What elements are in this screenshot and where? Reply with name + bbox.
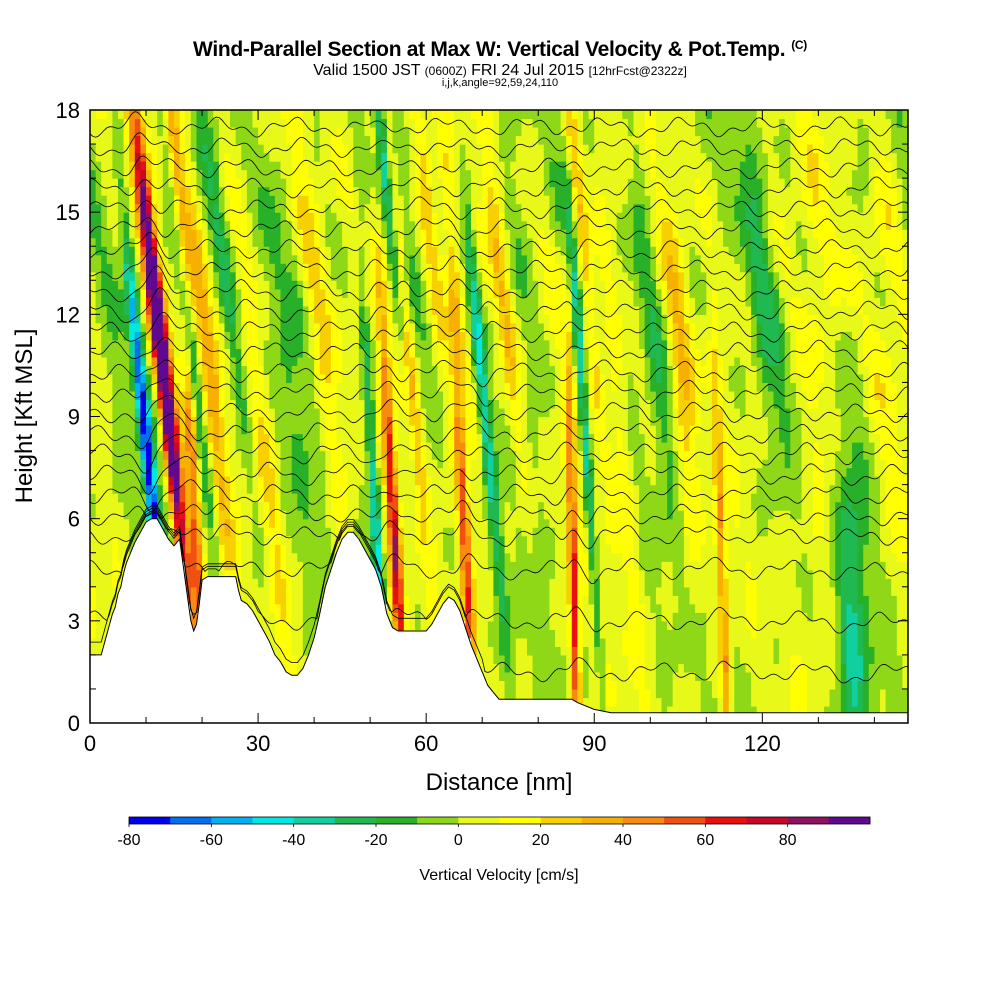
x-tick-label: 120 (744, 731, 781, 756)
x-axis-label: Distance [nm] (426, 769, 573, 796)
colorbar-swatch (376, 817, 418, 824)
valid-utc: (0600Z) (424, 64, 467, 78)
valid-date: FRI 24 Jul 2015 (471, 62, 585, 79)
colorbar-swatch (499, 817, 541, 824)
colorbar-swatch (787, 817, 830, 824)
x-tick-label: 0 (84, 731, 96, 756)
colorbar-swatch (623, 817, 665, 824)
colorbar-label: Vertical Velocity [cm/s] (419, 867, 578, 884)
colorbar-tick-label: 0 (454, 832, 463, 849)
y-tick-label: 18 (56, 98, 80, 123)
y-tick-label: 6 (68, 507, 80, 532)
y-tick-label: 12 (56, 302, 80, 327)
chart-title: Wind-Parallel Section at Max W: Vertical… (0, 38, 1000, 62)
colorbar-swatch (293, 817, 336, 824)
colorbar-tick-label: -40 (282, 832, 305, 849)
colorbar-tick-label: -60 (200, 832, 223, 849)
colorbar: -80 -60 -40 -20 0 20 40 60 80 (117, 816, 871, 849)
colorbar-swatch (746, 817, 788, 824)
colorbar-tick-label: 20 (532, 832, 550, 849)
colorbar-tick-label: -20 (364, 832, 387, 849)
y-axis: 0 3 6 9 12 15 18 (56, 98, 908, 736)
colorbar-swatch (170, 817, 212, 824)
colorbar-tick-label: 60 (696, 832, 714, 849)
y-axis-label: Height [Kft MSL] (11, 329, 38, 504)
colorbar-tick-label: 80 (779, 832, 797, 849)
colorbar-tick-label: -80 (117, 832, 140, 849)
y-tick-label: 3 (68, 609, 80, 634)
x-tick-label: 90 (582, 731, 606, 756)
y-tick-label: 9 (68, 405, 80, 430)
grid-indices: i,j,k,angle=92,59,24,110 (441, 77, 559, 89)
potential-temperature-contours (90, 111, 908, 684)
colorbar-swatch (540, 817, 583, 824)
chart-title-text: Wind-Parallel Section at Max W: Vertical… (193, 38, 786, 61)
terrain-mask (90, 518, 908, 723)
x-tick-label: 60 (414, 731, 438, 756)
colorbar-swatch (458, 817, 500, 824)
colorbar-swatch (129, 817, 171, 824)
x-tick-label: 30 (246, 731, 270, 756)
colorbar-swatch (664, 817, 706, 824)
x-axis: 0 30 60 90 120 (84, 110, 875, 756)
colorbar-swatch (581, 817, 624, 824)
valid-time: Valid 1500 JST (313, 62, 421, 79)
colorbar-tick-label: 40 (614, 832, 632, 849)
colorbar-swatch (334, 817, 377, 824)
colorbar-swatch (705, 817, 747, 824)
copyright-mark: (C) (791, 38, 807, 52)
chart-subtitle: Valid 1500 JST (0600Z) FRI 24 Jul 2015 [… (0, 62, 1000, 80)
y-tick-label: 0 (68, 711, 80, 736)
colorbar-swatch (828, 817, 871, 824)
colorbar-swatch (211, 817, 253, 824)
colorbar-swatch (252, 817, 294, 824)
colorbar-swatch (417, 817, 459, 824)
y-tick-label: 15 (56, 200, 80, 225)
forecast-info: [12hrFcst@2322z] (588, 64, 687, 78)
